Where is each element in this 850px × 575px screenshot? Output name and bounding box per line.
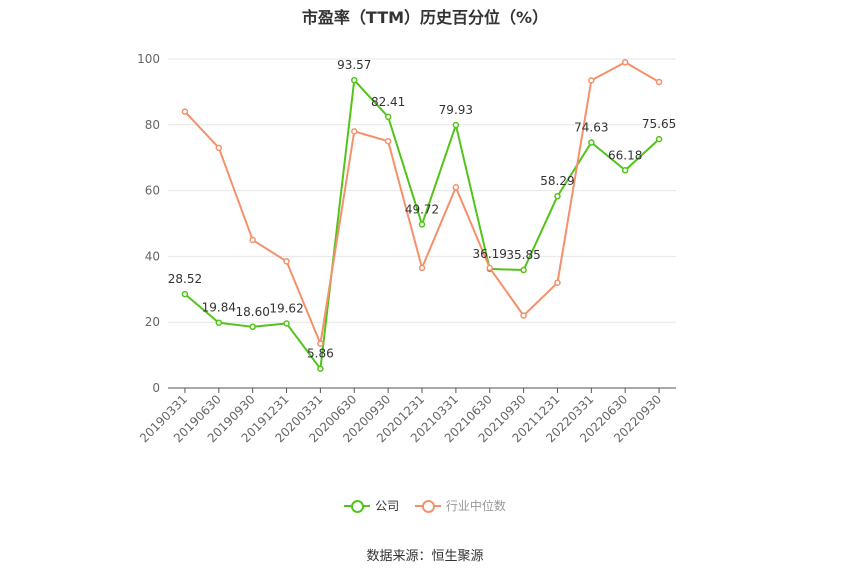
data-point [384,138,392,145]
data-point [621,59,629,66]
line-chart: 0204060801002019033120190630201909302019… [137,52,676,445]
data-labels: 28.52 19.84 18.60 19.62 5.86 93.57 82.41 49.72 7… [168,58,676,361]
data-point [588,77,595,84]
data-label: 19.62 [269,301,303,315]
data-label: 5.86 [307,347,334,361]
legend-marker-industry-median [414,499,441,513]
data-point [351,128,358,135]
data-label: 74.63 [574,120,608,134]
data-point [351,76,358,84]
data-point [418,264,426,272]
data-point [520,266,527,274]
y-tick-label: 60 [145,184,160,198]
data-point [384,113,392,121]
data-point [418,221,426,228]
data-label: 49.72 [405,202,439,216]
data-point [554,192,561,200]
data-label: 36.19 [473,247,507,261]
data-point [181,108,189,115]
data-point [215,319,223,326]
grid-lines [168,58,676,323]
series-layer [181,59,663,372]
data-point [283,258,290,265]
legend-item-industry-median[interactable]: 行业中位数 [414,497,506,514]
data-point [655,135,663,143]
data-point [317,365,324,372]
data-label: 82.41 [371,95,405,109]
data-label: 18.60 [235,305,269,319]
chart-title: 市盈率（TTM）历史百分位（%） [301,8,549,27]
legend: 公司 行业中位数 [0,497,850,516]
data-point [283,320,290,327]
data-label: 35.85 [506,248,540,262]
data-point [554,279,561,286]
data-point [452,184,460,191]
data-point [655,78,663,86]
data-label: 79.93 [439,103,473,117]
legend-marker-company [344,499,371,513]
data-label: 75.65 [642,117,676,131]
data-point [588,139,595,146]
data-label: 28.52 [168,272,202,286]
data-point [621,167,629,174]
data-point [249,323,256,331]
legend-item-company[interactable]: 公司 [344,497,399,514]
data-point [317,340,324,347]
data-point [452,121,460,129]
legend-label-company: 公司 [375,499,400,513]
data-point [520,312,527,319]
data-point [181,290,189,298]
y-tick-label: 40 [145,249,160,263]
data-label: 93.57 [337,58,371,72]
data-point [486,264,493,272]
y-tick-label: 20 [145,315,160,329]
data-label: 66.18 [608,148,642,162]
data-point [249,236,256,244]
data-source: 数据来源：恒生聚源 [366,549,484,564]
y-tick-label: 0 [152,381,160,395]
data-label: 58.29 [540,174,574,188]
axes: 0204060801002019033120190630201909302019… [137,52,676,445]
legend-label-industry-median: 行业中位数 [445,499,506,513]
y-tick-label: 80 [145,118,160,132]
y-tick-label: 100 [137,52,160,66]
data-point [215,144,223,152]
data-label: 19.84 [202,301,236,315]
